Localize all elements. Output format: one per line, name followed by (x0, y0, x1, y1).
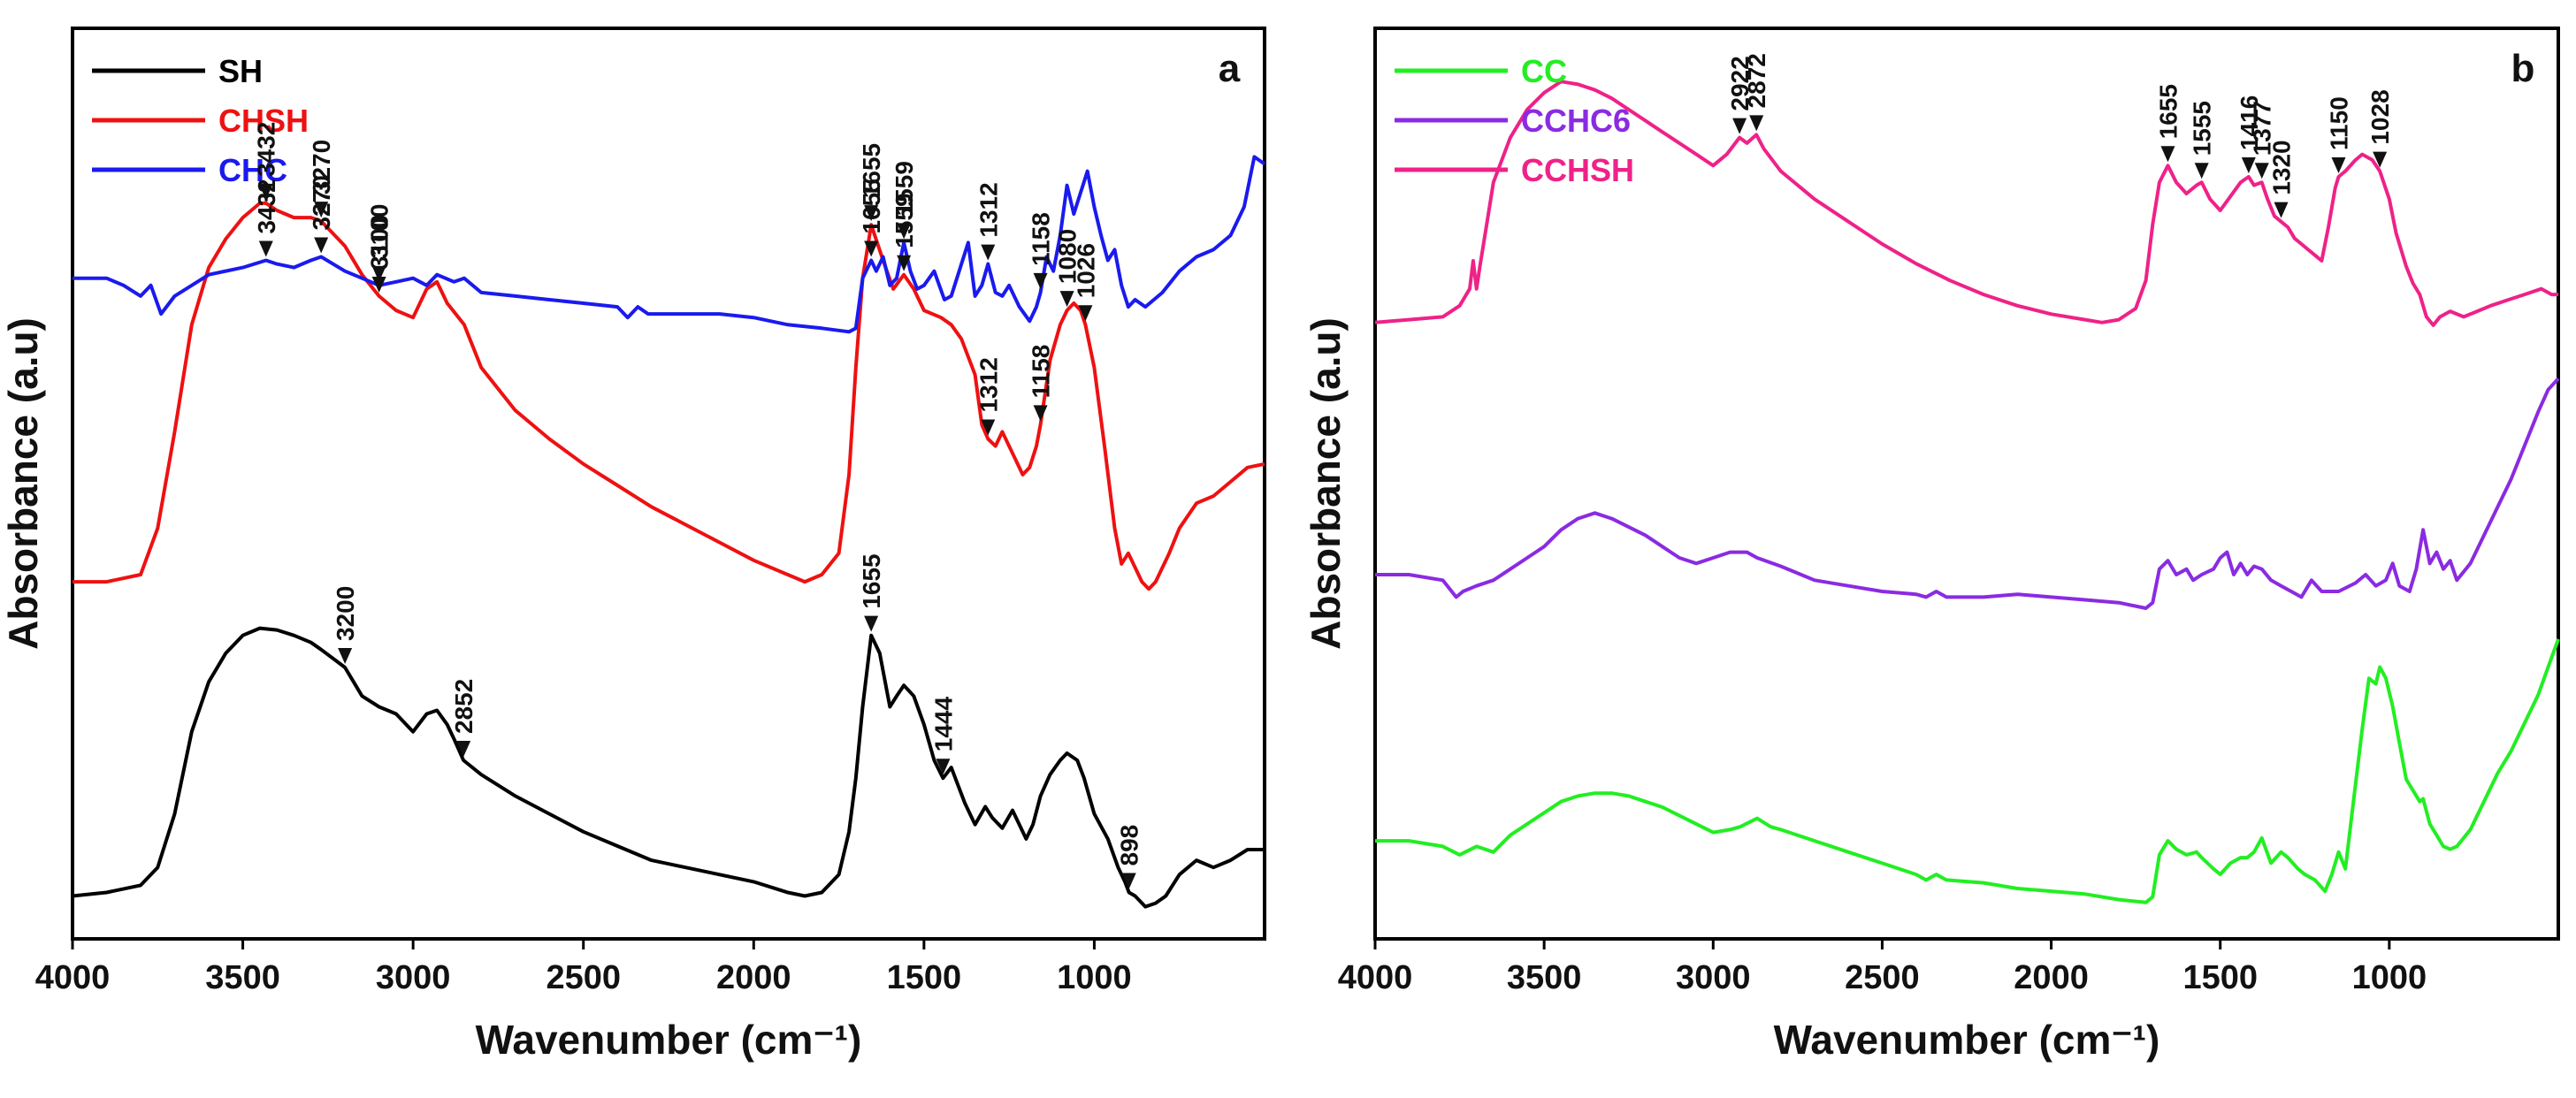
x-tick-label: 3000 (376, 959, 451, 996)
x-tick-label: 4000 (1338, 959, 1413, 996)
series-line-chsh (73, 201, 1265, 591)
peak-marker (981, 244, 996, 261)
peak-label: 1026 (1072, 243, 1099, 298)
x-tick-label: 3500 (205, 959, 280, 996)
legend-entry-cchc6: CCHC6 (1521, 103, 1631, 139)
peak-label: 1320 (2268, 140, 2296, 194)
peak-marker (2331, 156, 2346, 173)
legend-entry-cchsh: CCHSH (1521, 152, 1634, 188)
peak-label: 1080 (1054, 229, 1082, 284)
legend-entry-chsh: CHSH (218, 103, 309, 139)
peak-label: 1377 (2249, 101, 2276, 156)
panel-a: 4000 3500 3000 2500 2000 1500 1000 Wavenumber (… (0, 27, 1266, 1063)
peak-marker (1749, 115, 1764, 132)
peak-label: 1158 (1028, 212, 1055, 266)
x-tick-label: 3500 (1507, 959, 1582, 996)
x-tick-label: 1500 (2182, 959, 2258, 996)
panel-letter: a (1219, 47, 1241, 90)
peak-marker (1033, 272, 1048, 289)
series-line-cchc6 (1375, 377, 2560, 610)
peak-marker (258, 183, 273, 200)
peak-marker (1732, 118, 1747, 134)
x-tick-label: 1000 (1057, 959, 1132, 996)
peak-marker (2373, 151, 2388, 168)
peak-label: 1444 (929, 697, 957, 752)
peak-marker (2160, 146, 2175, 163)
x-tick-label: 3000 (1676, 959, 1751, 996)
peak-label: 2872 (1743, 53, 1770, 108)
peak-label: 1559 (891, 161, 918, 216)
peak-label: 1416 (2236, 95, 2263, 150)
peak-label: 3270 (308, 140, 335, 194)
series-line-cchsh (1374, 80, 2558, 327)
peak-label: 1312 (975, 182, 1002, 237)
x-tick-label: 1000 (2352, 959, 2427, 996)
y-axis-title: Absorbance (a.u) (1303, 317, 1349, 650)
peak-label: 1028 (2366, 89, 2394, 144)
peak-label: 2922 (1726, 56, 1754, 111)
x-axis-title: Wavenumber (cm⁻¹) (1774, 1017, 2160, 1063)
peak-marker (2254, 163, 2269, 179)
peak-marker (864, 205, 879, 222)
peak-label: 1312 (975, 357, 1002, 412)
legend-entry-cc: CC (1521, 53, 1567, 89)
peak-label: 2852 (450, 679, 478, 734)
peak-label: 1559 (891, 193, 918, 248)
peak-marker (1121, 873, 1136, 889)
x-tick-label: 2000 (716, 959, 791, 996)
peak-marker (456, 741, 471, 758)
peak-label: 3200 (332, 586, 359, 641)
peak-marker (981, 419, 996, 436)
peak-marker (936, 759, 951, 775)
peak-marker (1059, 291, 1074, 308)
peak-label: 3100 (366, 215, 394, 270)
x-tick-label: 1500 (887, 959, 962, 996)
peak-marker (338, 648, 353, 665)
legend-entry-chc: CHC (218, 152, 287, 188)
peak-marker (314, 237, 329, 254)
x-tick-label: 4000 (35, 959, 111, 996)
peak-label: 1555 (2189, 101, 2216, 156)
plot-frame (71, 27, 1266, 941)
legend-entry-sh: SH (218, 53, 263, 89)
x-axis-title: Wavenumber (cm⁻¹) (476, 1017, 862, 1063)
peak-marker (864, 615, 879, 632)
peak-marker (2241, 156, 2256, 173)
peak-marker (1033, 405, 1048, 422)
x-tick-label: 2000 (2014, 959, 2089, 996)
peak-marker (1078, 305, 1093, 322)
peak-label: 1150 (2326, 96, 2353, 150)
peak-label: 3432 (253, 122, 280, 177)
series-line-cc (1375, 638, 2560, 904)
panel-letter: b (2511, 47, 2535, 90)
peak-marker (258, 240, 273, 257)
peak-marker (897, 223, 912, 240)
peak-label: 1158 (1028, 345, 1055, 399)
panel-b: 4000 3500 3000 2500 2000 1500 1000 Wavenumber (… (1303, 27, 2560, 1063)
x-tick-label: 2500 (546, 959, 621, 996)
peak-label: 898 (1116, 825, 1143, 866)
plot-frame (1373, 27, 2560, 941)
series-line-chc (73, 155, 1266, 334)
peak-marker (371, 276, 386, 293)
peak-label: 3100 (366, 204, 394, 259)
peak-marker (2274, 202, 2289, 218)
peak-label: 1655 (2154, 84, 2182, 139)
peak-marker (314, 202, 329, 218)
series-line-sh (72, 626, 1265, 909)
peak-marker (371, 265, 386, 282)
peak-label: 1655 (858, 143, 885, 198)
peak-label: 1655 (858, 553, 885, 608)
peak-marker (897, 255, 912, 271)
x-tick-label: 2500 (1845, 959, 1920, 996)
y-axis-title: Absorbance (a.u) (0, 317, 46, 650)
peak-marker (864, 240, 879, 257)
peak-marker (2194, 163, 2209, 179)
